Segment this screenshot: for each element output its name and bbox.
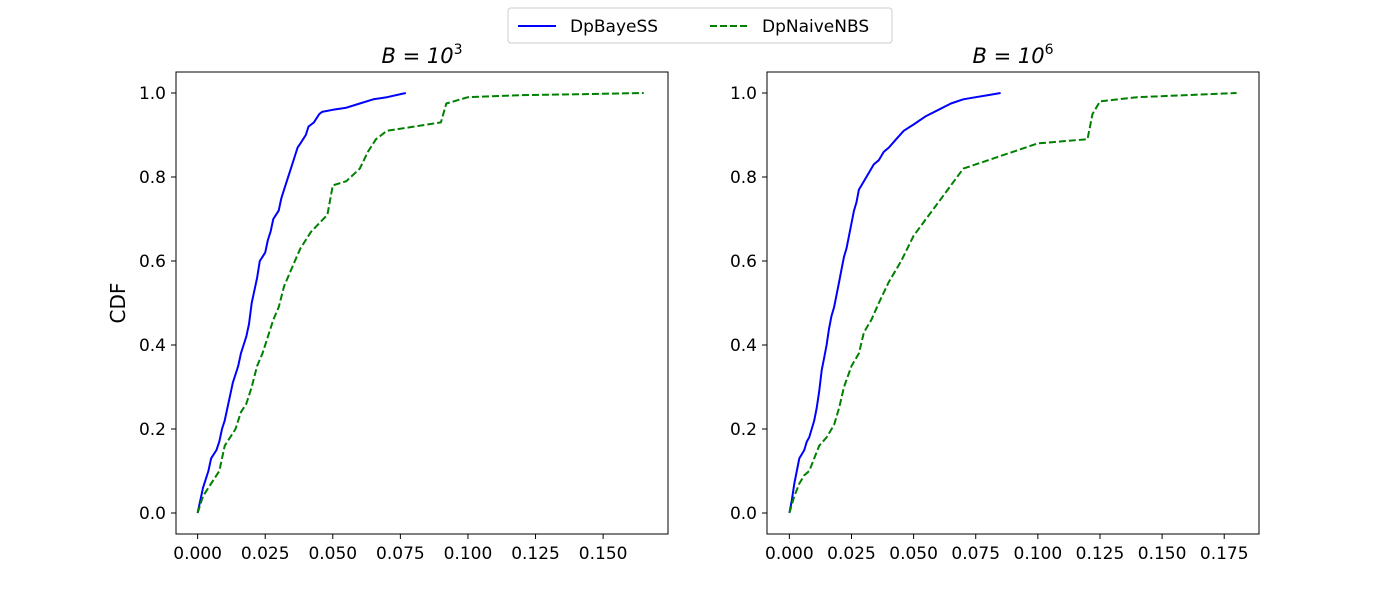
panel-left-frame	[175, 71, 669, 535]
legend-frame	[507, 7, 893, 44]
x-tick-label-left: 0.125	[511, 544, 560, 564]
y-tick-label-right: 1.0	[730, 84, 757, 104]
panel-left-title-exp: 3	[454, 42, 463, 58]
x-tick-label-left: 0.000	[173, 544, 222, 564]
panel-right-marks: 0.000 0.025 0.050 0.075 0.100 0.125 0.150 0.175…	[730, 84, 1249, 564]
panel-right-frame	[766, 71, 1260, 535]
panel-right: B = 106 0.000 0.025 0.050 0.075 0.100 0.125 0.…	[730, 42, 1260, 564]
x-tick-label-right: 0.000	[765, 544, 814, 564]
panel-right-title: B = 106	[973, 42, 1054, 68]
series-line-dpbayess-right	[788, 92, 1001, 514]
x-tick-label-left: 0.100	[444, 544, 493, 564]
panel-right-title-base: B = 10	[973, 44, 1045, 68]
x-tick-label-right: 0.075	[951, 544, 1000, 564]
x-tick-label-left: 0.050	[308, 544, 357, 564]
y-tick-label-right: 0.2	[730, 420, 757, 440]
legend-label-dpnaivenbs: DpNaiveNBS	[762, 17, 869, 37]
y-tick-label-right: 0.8	[730, 168, 757, 188]
x-tick-label-right: 0.175	[1200, 544, 1249, 564]
x-tick-label-right: 0.125	[1076, 544, 1125, 564]
series-line-dpbayess-left	[196, 92, 407, 514]
y-tick-label-left: 0.2	[139, 420, 166, 440]
x-tick-label-left: 0.025	[241, 544, 290, 564]
series-line-dpnaivenbs-right	[788, 92, 1237, 514]
panel-left-ylabel: CDF	[106, 283, 130, 324]
panel-left-marks: 0.000 0.025 0.050 0.075 0.100 0.125 0.150 0.0 0.…	[139, 84, 644, 564]
y-tick-label-left: 0.0	[139, 504, 166, 524]
panel-right-title-exp: 6	[1045, 42, 1054, 58]
panel-left: B = 103 CDF 0.000 0.025 0.050 0.075 0.100 0.1…	[106, 42, 669, 564]
x-tick-label-right: 0.050	[889, 544, 938, 564]
panel-left-title-base: B = 10	[382, 44, 454, 68]
x-tick-label-right: 0.150	[1138, 544, 1187, 564]
x-tick-label-left: 0.075	[376, 544, 425, 564]
y-tick-label-right: 0.6	[730, 252, 757, 272]
y-tick-label-left: 1.0	[139, 84, 166, 104]
y-tick-label-right: 0.0	[730, 504, 757, 524]
y-tick-label-left: 0.4	[139, 336, 166, 356]
x-tick-label-right: 0.025	[827, 544, 876, 564]
y-tick-label-left: 0.6	[139, 252, 166, 272]
x-tick-label-right: 0.100	[1014, 544, 1063, 564]
x-tick-label-left: 0.150	[579, 544, 628, 564]
y-tick-label-left: 0.8	[139, 168, 166, 188]
legend: DpBayeSS DpNaiveNBS	[507, 7, 893, 44]
y-tick-label-right: 0.4	[730, 336, 757, 356]
legend-label-dpbayess: DpBayeSS	[570, 17, 658, 37]
series-line-dpnaivenbs-left	[196, 92, 644, 514]
panel-left-title: B = 103	[382, 42, 463, 68]
